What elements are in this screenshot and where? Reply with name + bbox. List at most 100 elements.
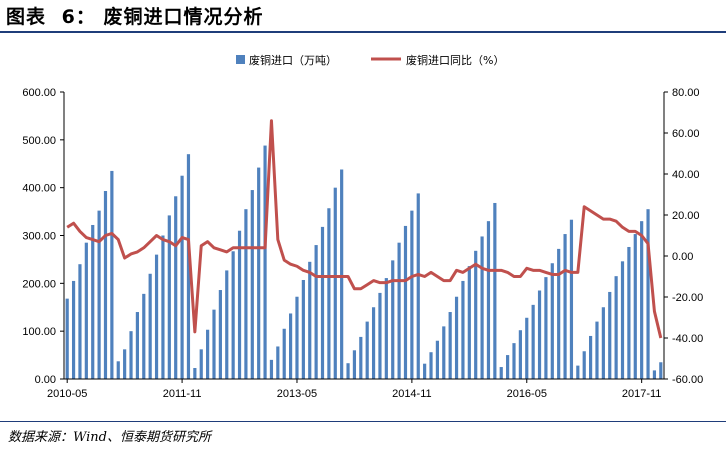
legend-bar-swatch xyxy=(236,55,245,64)
bar xyxy=(84,242,88,379)
bar xyxy=(340,169,344,379)
left-axis-tick-label: 300.00 xyxy=(22,231,56,243)
bar-series xyxy=(65,145,663,380)
right-axis-tick-label: -60.00 xyxy=(672,374,703,386)
bar xyxy=(174,196,178,379)
bar xyxy=(442,326,446,379)
bar xyxy=(295,296,299,379)
source-rule xyxy=(0,421,726,422)
bar xyxy=(135,312,139,379)
bar xyxy=(423,363,427,379)
bar xyxy=(467,266,471,379)
bar xyxy=(410,210,414,379)
yoy-line-series xyxy=(66,119,663,339)
bar xyxy=(237,230,242,379)
figure-title-label: 图表 xyxy=(6,6,47,28)
bar xyxy=(282,328,286,379)
bar xyxy=(231,251,235,379)
bar xyxy=(659,362,663,379)
bar xyxy=(512,343,516,380)
legend: 废铜进口（万吨） 废铜进口同比（%） xyxy=(236,53,504,67)
left-axis-tick-label: 500.00 xyxy=(22,135,56,147)
bar xyxy=(327,208,331,379)
figure-title: 图表 6： 废铜进口情况分析 xyxy=(6,2,264,29)
bar xyxy=(608,291,612,379)
bar xyxy=(320,226,325,379)
right-axis-tick-label: 60.00 xyxy=(672,128,700,140)
figure-title-number: 6： xyxy=(61,6,96,28)
bar xyxy=(595,321,599,379)
bar xyxy=(646,209,650,379)
bar xyxy=(212,309,216,379)
x-axis-tick-label: 2010-05 xyxy=(47,388,87,400)
right-axis-tick-label: 80.00 xyxy=(672,87,700,99)
bar xyxy=(180,175,184,379)
title-rule xyxy=(0,31,726,33)
bar xyxy=(110,170,114,379)
bar xyxy=(289,313,293,379)
bar xyxy=(301,279,305,379)
bar xyxy=(123,349,127,379)
left-axis-tick-label: 600.00 xyxy=(22,87,56,99)
bar xyxy=(269,359,274,379)
bar xyxy=(544,277,548,379)
bar xyxy=(78,264,82,379)
bar xyxy=(250,190,254,379)
figure-title-text: 废铜进口情况分析 xyxy=(103,6,264,28)
bar xyxy=(454,296,459,379)
bar xyxy=(308,261,312,379)
bar xyxy=(193,368,197,379)
bar xyxy=(620,261,625,379)
bar xyxy=(499,367,503,379)
bar xyxy=(346,363,350,379)
bar xyxy=(167,215,171,379)
bar xyxy=(461,280,465,379)
bar xyxy=(97,210,101,379)
data-source: 数据来源：Wind、恒泰期货研究所 xyxy=(8,430,211,445)
bar xyxy=(276,346,280,379)
bar xyxy=(65,298,69,379)
x-axis-tick-label: 2016-05 xyxy=(507,388,547,400)
bar xyxy=(576,365,580,379)
x-axis-tick-label: 2017-11 xyxy=(622,388,662,400)
bar xyxy=(480,236,484,379)
bar xyxy=(506,355,510,379)
axes xyxy=(60,91,668,383)
bar xyxy=(486,221,491,379)
left-axis-tick-label: 100.00 xyxy=(22,326,56,338)
legend-bar-label: 废铜进口（万吨） xyxy=(249,53,337,67)
bar xyxy=(225,270,229,379)
bar xyxy=(640,221,644,379)
bar xyxy=(397,242,401,379)
right-axis-tick-label: -40.00 xyxy=(672,333,703,345)
bar xyxy=(589,335,593,379)
bar xyxy=(531,304,535,379)
bar xyxy=(633,234,637,379)
bar xyxy=(474,250,478,379)
bar xyxy=(403,225,408,379)
bar xyxy=(142,293,146,379)
bar xyxy=(71,280,76,379)
chart-svg: 废铜进口（万吨） 废铜进口同比（%） 0.00 100.00 200.00 300.0… xyxy=(22,53,703,400)
bar xyxy=(91,224,95,379)
bar xyxy=(352,350,357,379)
bar xyxy=(569,219,574,379)
bar xyxy=(206,329,210,379)
bar xyxy=(359,336,363,379)
tick-labels: 0.00 100.00 200.00 300.00 400.00 500.00 600.00… xyxy=(22,87,703,400)
bar xyxy=(148,273,152,379)
bar xyxy=(563,234,567,379)
right-axis-tick-label: 40.00 xyxy=(672,169,700,181)
x-axis-tick-label: 2013-05 xyxy=(277,388,317,400)
right-axis-tick-label: -20.00 xyxy=(672,292,703,304)
x-axis-tick-label: 2014-11 xyxy=(392,388,432,400)
bar xyxy=(371,307,376,379)
bar xyxy=(384,278,388,379)
bar xyxy=(614,276,618,379)
bar xyxy=(333,187,337,379)
left-axis-tick-label: 200.00 xyxy=(22,278,56,290)
bar xyxy=(378,292,382,379)
right-axis-tick-label: 0.00 xyxy=(672,251,693,263)
bar xyxy=(314,245,318,379)
bar xyxy=(116,361,120,379)
